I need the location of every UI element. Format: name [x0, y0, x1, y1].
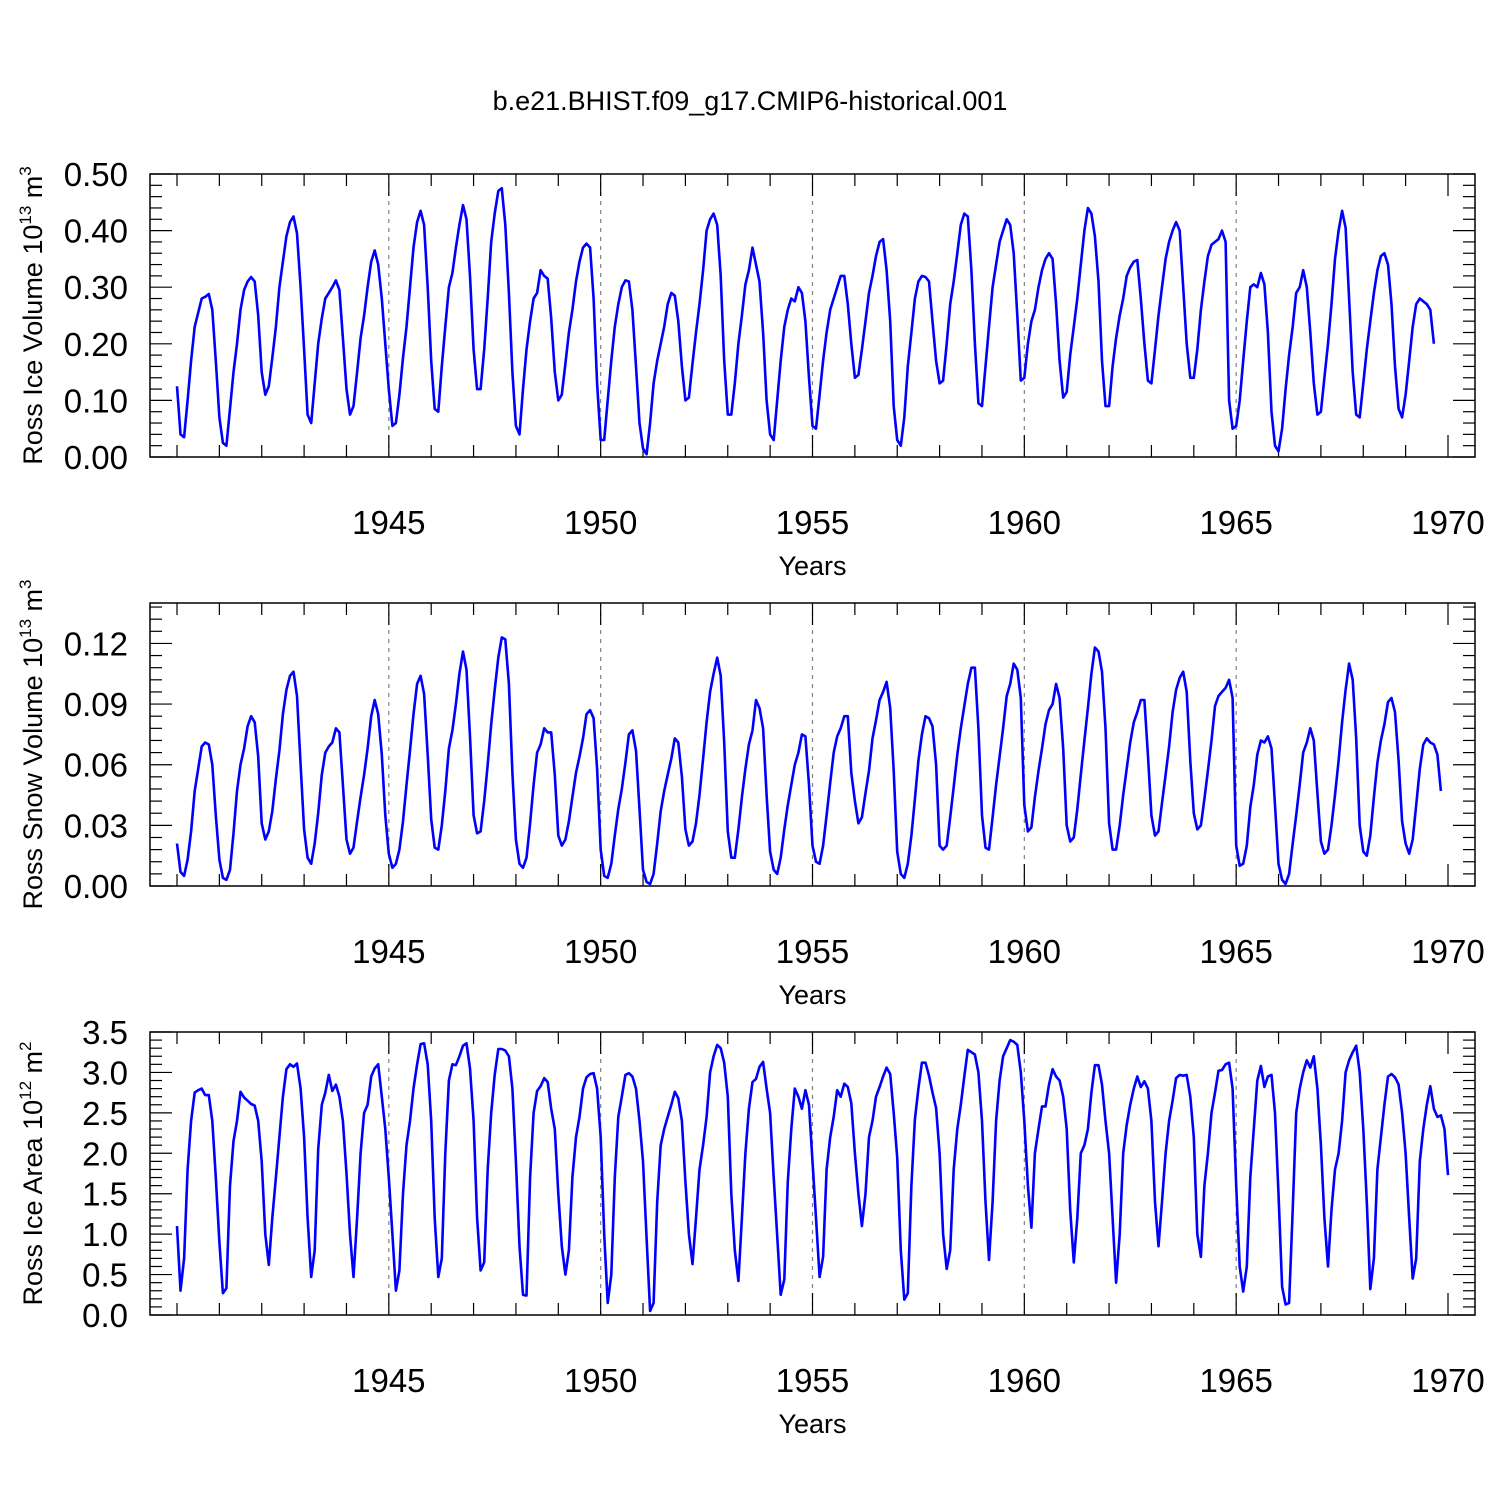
y-tick-label: 0.00 — [64, 868, 128, 905]
x-tick-label: 1960 — [988, 1362, 1061, 1399]
panels: 1945 1950 1955 1960 1965 1970 Years 0.00 0.10 0.2… — [16, 156, 1485, 1439]
x-tick-label: 1970 — [1411, 504, 1484, 541]
y-axis-label: Ross Ice Area 1012 m2 — [16, 1041, 48, 1305]
x-axis-label: Years — [778, 1409, 846, 1439]
y-axis-label-superscript: 3 — [16, 166, 35, 175]
x-tick-label: 1950 — [564, 933, 637, 970]
chart-panel-3: 1945 1950 1955 1960 1965 1970 Years 0.00.5 1.01.… — [16, 1014, 1485, 1439]
y-axis-label-text: Ross Ice Area 10 — [18, 1100, 48, 1306]
chart-panel-1: 1945 1950 1955 1960 1965 1970 Years 0.00 0.10 0.2… — [16, 156, 1485, 581]
y-tick-label: 0.0 — [82, 1297, 128, 1334]
x-axis-label: Years — [778, 980, 846, 1010]
y-axis-label-text: Ross Ice Volume 10 — [18, 225, 48, 465]
y-tick-label: 0.50 — [64, 156, 128, 193]
x-tick-label: 1950 — [564, 504, 637, 541]
y-axis-label-superscript: 3 — [16, 579, 35, 588]
y-tick-label: 0.03 — [64, 807, 128, 844]
x-tick-label: 1960 — [988, 933, 1061, 970]
y-tick-label: 0.12 — [64, 625, 128, 662]
y-tick-label: 0.40 — [64, 213, 128, 250]
y-axis-label-superscript: 13 — [16, 206, 35, 225]
figure-title: b.e21.BHIST.f09_g17.CMIP6-historical.001 — [493, 86, 1008, 116]
y-tick-label: 3.5 — [82, 1014, 128, 1051]
x-tick-label: 1950 — [564, 1362, 637, 1399]
y-axis-label-text: m — [18, 1051, 48, 1081]
x-tick-label: 1965 — [1199, 1362, 1272, 1399]
x-tick-label: 1955 — [776, 504, 849, 541]
y-tick-label: 0.10 — [64, 382, 128, 419]
series-line — [175, 636, 1443, 886]
x-tick-label: 1970 — [1411, 933, 1484, 970]
y-axis-label: Ross Ice Volume 1013 m3 — [16, 166, 48, 465]
y-tick-label: 1.5 — [82, 1176, 128, 1213]
x-tick-label: 1970 — [1411, 1362, 1484, 1399]
chart-panel-2: 1945 1950 1955 1960 1965 1970 Years 0.00 0.03 0.0… — [16, 579, 1485, 1010]
series-line — [175, 186, 1436, 456]
x-tick-label: 1955 — [776, 933, 849, 970]
x-axis-label: Years — [778, 551, 846, 581]
y-axis-label-text: m — [18, 589, 48, 619]
x-tick-label: 1965 — [1199, 504, 1272, 541]
y-tick-label: 3.0 — [82, 1054, 128, 1091]
y-tick-label: 0.5 — [82, 1257, 128, 1294]
x-tick-label: 1945 — [352, 1362, 425, 1399]
x-tick-label: 1945 — [352, 504, 425, 541]
x-tick-label: 1965 — [1199, 933, 1272, 970]
y-axis-label-superscript: 13 — [16, 619, 35, 638]
y-tick-label: 0.00 — [64, 439, 128, 476]
y-axis-label-text: Ross Snow Volume 10 — [18, 638, 48, 910]
y-tick-label: 0.20 — [64, 326, 128, 363]
x-tick-label: 1960 — [988, 504, 1061, 541]
y-tick-label: 2.5 — [82, 1095, 128, 1132]
y-tick-label: 0.30 — [64, 269, 128, 306]
x-tick-label: 1945 — [352, 933, 425, 970]
y-axis-label-text: m — [18, 176, 48, 206]
y-axis-label-superscript: 2 — [16, 1041, 35, 1050]
y-tick-label: 1.0 — [82, 1216, 128, 1253]
y-tick-label: 0.06 — [64, 747, 128, 784]
y-axis-label: Ross Snow Volume 1013 m3 — [16, 579, 48, 909]
y-tick-label: 0.09 — [64, 686, 128, 723]
series-line — [175, 1038, 1450, 1313]
y-axis-label-superscript: 12 — [16, 1081, 35, 1100]
x-tick-label: 1955 — [776, 1362, 849, 1399]
y-tick-label: 2.0 — [82, 1135, 128, 1172]
